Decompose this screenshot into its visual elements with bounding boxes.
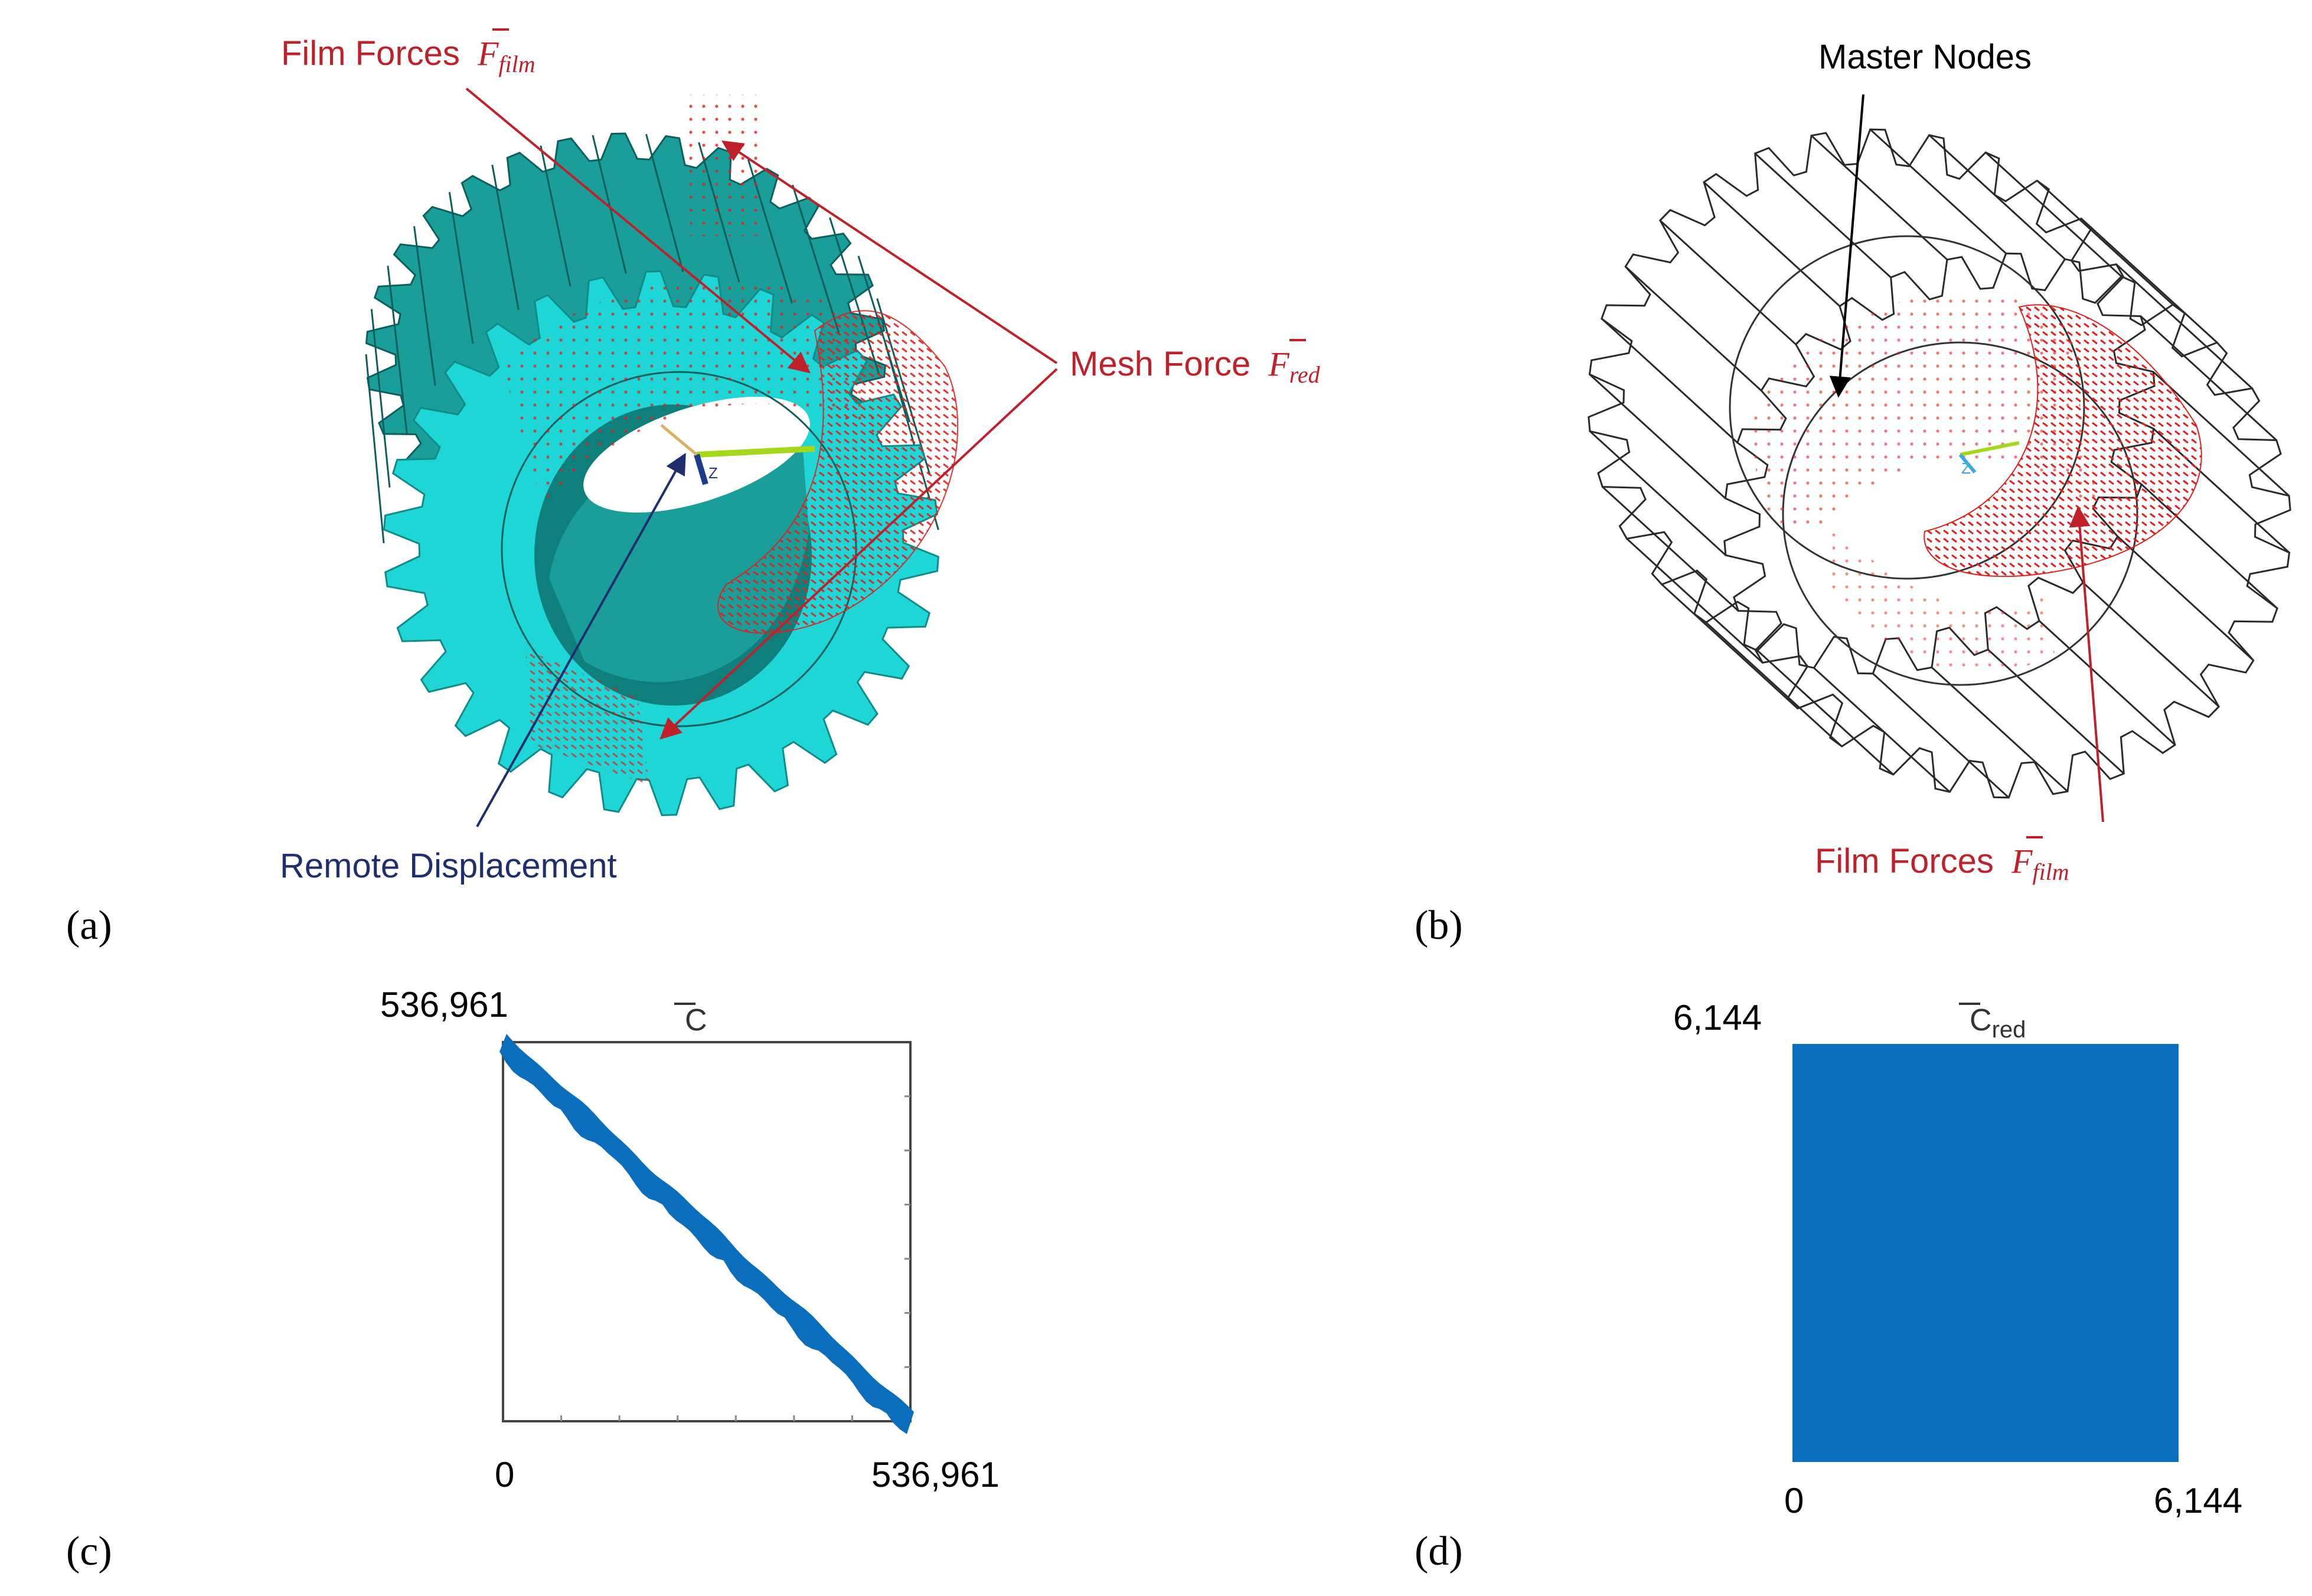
master-nodes-arrow — [1829, 94, 1864, 398]
film-force-dots-lower-b — [1824, 520, 2055, 672]
film-forces-arrow-b — [2069, 505, 2104, 823]
film-forces-sub-a: film — [498, 51, 535, 77]
mesh-force-text: Mesh Force — [1070, 345, 1250, 383]
mesh-force-arrows-a — [717, 310, 959, 634]
gear-wireframe-edge — [1705, 621, 1843, 748]
mesh-force-symbol: F — [1268, 345, 1289, 383]
remote-displacement-label: Remote Displacement — [280, 847, 617, 885]
mesh-force-arrow-top — [721, 141, 1058, 364]
gear-wireframe-edge — [1872, 673, 2010, 798]
mesh-force-arrow-bottom — [659, 368, 1058, 740]
caption-a: (a) — [66, 903, 112, 948]
film-force-arrows-b — [1924, 304, 2202, 577]
gear-wireframe-edge — [2081, 217, 2218, 344]
caption-c: (c) — [66, 1529, 112, 1574]
gear-wireframe-edge — [1659, 220, 1797, 345]
gear-wireframe-edge — [2115, 263, 2253, 389]
mesh-force-sub: red — [1289, 361, 1321, 388]
gear-wireframe-edge — [2140, 315, 2277, 441]
axis-label-z-a: Z — [708, 464, 718, 482]
remote-displacement-arrow — [476, 452, 686, 827]
panel-a: Z — [365, 94, 959, 817]
film-force-dots-a — [502, 279, 886, 508]
gear-tooth-edge — [413, 226, 436, 386]
mesh-force-label: Mesh Force Fred — [1070, 345, 1321, 388]
master-nodes-label: Master Nodes — [1818, 38, 2032, 76]
matrix-d-title-text: C — [1970, 1003, 1992, 1037]
gear-wireframe-edge — [1625, 266, 1762, 391]
gear-wireframe-edge — [2036, 179, 2174, 306]
panel-d: Cred 6,144 0 6,144 — [1673, 998, 2242, 1520]
matrix-d-x-max: 6,144 — [2154, 1481, 2242, 1520]
gear-wireframe-edge — [2038, 620, 2176, 746]
caption-b: (b) — [1415, 903, 1463, 948]
gear-tooth-edge — [491, 164, 520, 311]
film-forces-symbol-b: F — [2011, 842, 2033, 880]
gear-wireframe-edge — [1810, 135, 1948, 260]
matrix-d-fill — [1792, 1044, 2179, 1462]
axis-label-z-b: Z — [1961, 459, 1971, 477]
panel-b: Z — [1588, 128, 2291, 799]
film-forces-text-a: Film Forces — [281, 34, 460, 73]
matrix-c-title: C — [685, 1003, 707, 1037]
gear-wireframe-edge — [1602, 486, 1739, 612]
gear-tooth-edge — [592, 135, 627, 274]
coordinate-triad-a: Z — [660, 424, 815, 485]
film-forces-symbol-a: F — [477, 34, 499, 73]
gear-tooth-edge — [448, 192, 474, 344]
gear-wireframe-edge — [1601, 318, 1738, 443]
gear-wireframe-edge — [1626, 538, 1764, 664]
matrix-c-top-label: 536,961 — [380, 985, 508, 1024]
matrix-c-ticks — [560, 1095, 910, 1421]
gear-wireframe-edge — [1987, 648, 2125, 775]
gear-wireframe-edge — [1985, 152, 2122, 278]
gear-wireframe-edge — [1703, 181, 1841, 307]
matrix-d-title: Cred — [1970, 1003, 2026, 1043]
mesh-force-arrows-top-a — [685, 94, 768, 236]
gear-wireframe-edge — [1754, 152, 1892, 279]
gear-wireframe-edge — [2153, 371, 2290, 497]
matrix-c-diagonal-band — [499, 1034, 914, 1434]
gear-wireframe-edge — [1869, 129, 2007, 254]
panel-c: C 536,961 0 536,961 — [380, 985, 1000, 1494]
gear-wireframe-edge — [1928, 134, 2066, 260]
film-forces-label-b: Film Forces Ffilm — [1815, 842, 2069, 885]
matrix-d-x-min: 0 — [1784, 1481, 1804, 1520]
matrix-d-title-sub: red — [1992, 1017, 2026, 1043]
gear-wireframe-edge — [1756, 650, 1894, 775]
gear-tooth-edge — [387, 265, 408, 435]
film-force-arrow-a — [465, 87, 811, 374]
film-forces-label-a: Film Forces Ffilm — [281, 34, 535, 77]
gear-wireframe-edge — [1589, 373, 1726, 500]
film-forces-sub-b: film — [2032, 859, 2069, 885]
gear-tooth-edge — [365, 354, 385, 544]
gear-tooth-edge — [540, 145, 572, 287]
gear-wireframe-edge — [2082, 582, 2220, 707]
caption-d: (d) — [1415, 1529, 1463, 1574]
gear-wireframe-edge — [1813, 667, 1951, 793]
matrix-c-x-min: 0 — [495, 1455, 514, 1494]
gear-wireframe-edge — [2117, 536, 2254, 661]
film-forces-text-b: Film Forces — [1815, 842, 1994, 880]
coordinate-triad-b: Z — [1958, 441, 2020, 477]
gear-wireframe-edge — [1589, 430, 1726, 556]
gear-tooth-edge — [645, 133, 684, 273]
gear-wireframe-edge — [1931, 667, 2069, 792]
gear-tooth-edge — [370, 309, 391, 488]
film-force-dots-b — [1748, 293, 2102, 531]
gear-wireframe-edge — [1661, 583, 1798, 710]
matrix-c-x-max: 536,961 — [871, 1455, 1000, 1494]
matrix-d-top-label: 6,144 — [1673, 998, 1762, 1037]
